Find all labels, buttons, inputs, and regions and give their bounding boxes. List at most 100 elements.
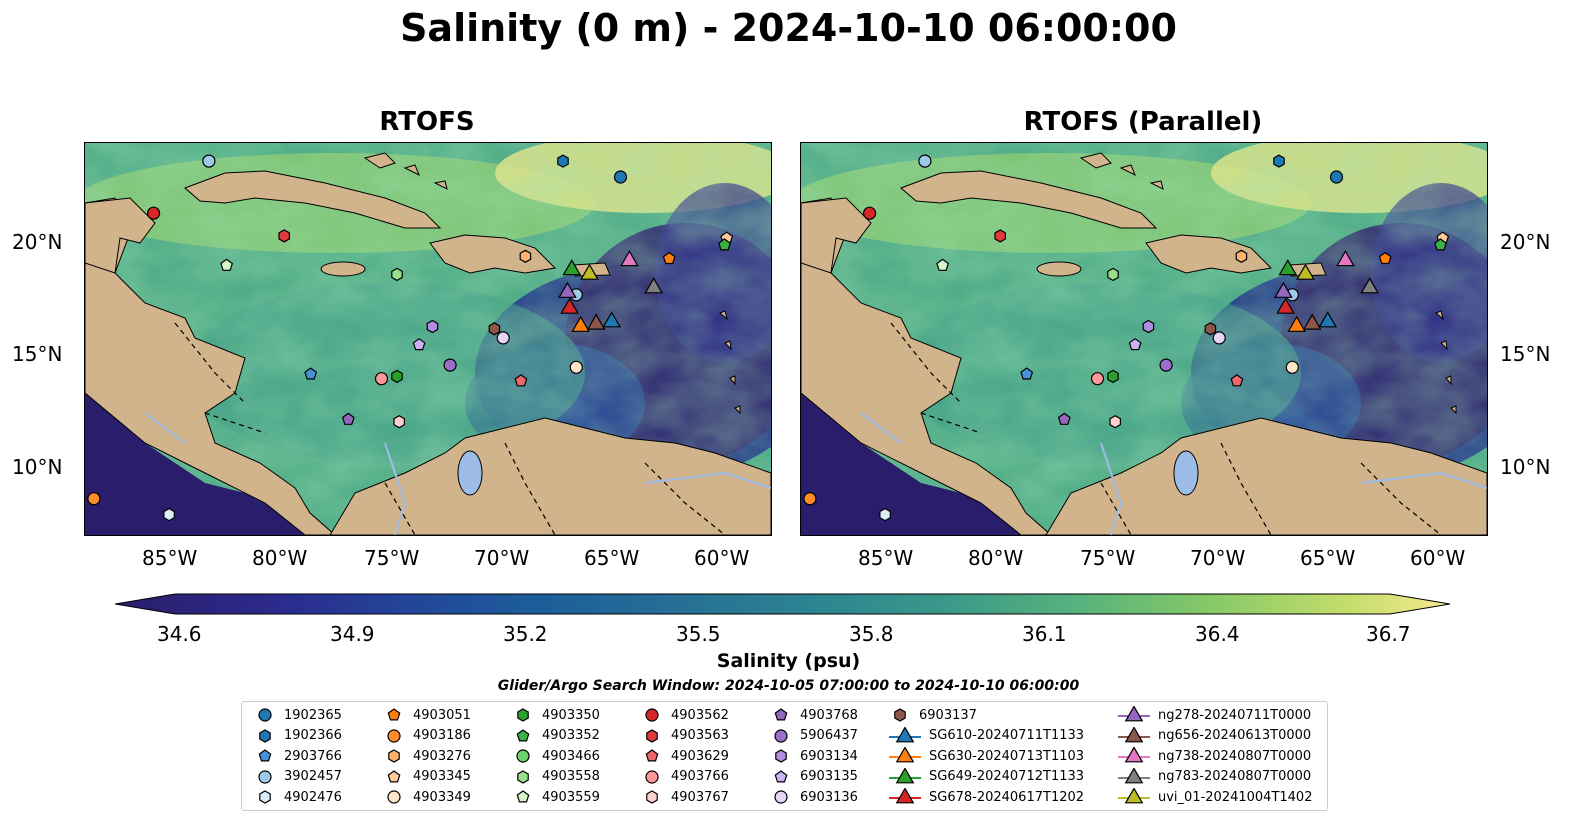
legend-item-label: 3902457 bbox=[284, 769, 342, 784]
pentagon-marker-icon bbox=[774, 708, 788, 721]
legend-item: SG649-20240712T1133 bbox=[887, 767, 1084, 787]
observation-marker bbox=[374, 372, 389, 386]
legend-item: 6903136 bbox=[768, 787, 858, 807]
observation-marker bbox=[426, 319, 439, 334]
legend-item: 4903276 bbox=[381, 746, 471, 766]
triangle-marker-icon bbox=[1118, 706, 1150, 722]
colorbar-tick: 34.9 bbox=[330, 622, 375, 646]
triangle-marker-icon bbox=[889, 747, 921, 763]
legend-item-label: ng738-20240807T0000 bbox=[1158, 748, 1312, 764]
observation-marker bbox=[571, 315, 591, 332]
circle-marker-icon bbox=[645, 708, 659, 722]
legend-item-label: uvi_01-20241004T1402 bbox=[1158, 789, 1313, 805]
hexagon-marker-icon bbox=[517, 708, 529, 722]
observation-marker bbox=[557, 154, 569, 168]
legend-item-label: SG678-20240617T1202 bbox=[929, 789, 1085, 805]
legend-item: 4903767 bbox=[639, 787, 729, 807]
observation-marker bbox=[163, 507, 175, 522]
observation-marker bbox=[1212, 331, 1226, 345]
legend-item-label: 4903559 bbox=[542, 789, 600, 805]
observation-marker bbox=[620, 249, 639, 267]
legend-item: 4903768 bbox=[768, 705, 858, 725]
legend-item: uvi_01-20241004T1402 bbox=[1116, 787, 1312, 807]
observation-marker bbox=[443, 358, 457, 372]
circle-marker-icon bbox=[516, 749, 530, 763]
circle-marker-icon bbox=[258, 769, 272, 784]
lon-label: 70°W bbox=[1190, 546, 1246, 570]
triangle-marker-icon bbox=[1118, 747, 1150, 763]
legend-item-label: SG649-20240712T1133 bbox=[929, 769, 1085, 784]
pentagon-marker-icon bbox=[258, 749, 272, 762]
legend-item: 4903766 bbox=[639, 767, 729, 787]
lon-label: 85°W bbox=[142, 546, 198, 570]
observation-marker bbox=[558, 281, 577, 298]
legend-item: 4903466 bbox=[510, 746, 600, 766]
observation-marker bbox=[644, 277, 664, 294]
lat-label: 15°N bbox=[12, 342, 63, 366]
lon-label: 60°W bbox=[694, 546, 750, 570]
legend-item: 1902366 bbox=[252, 726, 342, 746]
hexagon-marker-icon bbox=[388, 749, 400, 763]
observation-marker bbox=[879, 507, 891, 522]
lon-label: 70°W bbox=[474, 546, 530, 570]
hexagon-marker-icon bbox=[259, 790, 271, 804]
legend-item: 5906437 bbox=[768, 726, 858, 746]
legend-item-label: ng656-20240613T0000 bbox=[1158, 728, 1312, 743]
legend-item: 4903051 bbox=[381, 705, 471, 725]
observation-marker bbox=[391, 369, 403, 384]
hexagon-marker-icon bbox=[894, 708, 906, 722]
search-window-text: Glider/Argo Search Window: 2024-10-05 07… bbox=[497, 678, 1080, 694]
triangle-marker-icon bbox=[1118, 767, 1150, 783]
legend-item: 1902365 bbox=[252, 705, 342, 725]
colorbar-tick: 34.6 bbox=[157, 622, 202, 646]
legend-item: 4903563 bbox=[639, 726, 729, 746]
legend-item-label: ng783-20240807T0000 bbox=[1158, 769, 1312, 784]
legend-item: 4903352 bbox=[510, 726, 600, 746]
legend-item-label: 4903186 bbox=[413, 728, 471, 743]
legend-item-label: 4903558 bbox=[542, 769, 600, 784]
observation-marker bbox=[1285, 360, 1299, 374]
observation-marker bbox=[1329, 170, 1344, 184]
colorbar bbox=[115, 593, 1451, 615]
observation-marker bbox=[580, 263, 599, 280]
lon-label: 80°W bbox=[968, 546, 1024, 570]
legend-item-label: SG630-20240713T1103 bbox=[929, 748, 1085, 764]
colorbar-tick: 36.4 bbox=[1195, 622, 1240, 646]
observation-marker bbox=[1360, 277, 1380, 294]
observation-marker bbox=[1296, 263, 1315, 280]
legend-item-label: 5906437 bbox=[800, 728, 858, 743]
observation-marker bbox=[1142, 319, 1155, 334]
legend-item-label: 4903562 bbox=[671, 707, 729, 723]
observation-marker bbox=[1318, 311, 1338, 328]
lat-label: 10°N bbox=[12, 455, 63, 479]
observation-marker bbox=[304, 367, 318, 380]
legend: 1902365 1902366 2903766 3902457 4902476 49030… bbox=[241, 701, 1328, 811]
legend-item: 4902476 bbox=[252, 787, 342, 807]
legend-item: 6903135 bbox=[768, 767, 858, 787]
legend-item-label: 4903766 bbox=[671, 769, 729, 784]
observation-marker bbox=[391, 267, 403, 282]
triangle-marker-icon bbox=[1118, 726, 1150, 742]
lat-label: 20°N bbox=[12, 230, 63, 254]
legend-item: 6903137 bbox=[887, 705, 977, 725]
pentagon-marker-icon bbox=[387, 708, 401, 721]
observation-marker bbox=[1090, 372, 1105, 386]
legend-item-label: 4903349 bbox=[413, 789, 471, 805]
legend-item: 6903134 bbox=[768, 746, 858, 766]
observation-marker bbox=[862, 206, 877, 220]
legend-item: ng278-20240711T0000 bbox=[1116, 705, 1311, 725]
legend-item-label: SG610-20240711T1133 bbox=[929, 728, 1085, 743]
circle-marker-icon bbox=[258, 708, 272, 722]
observation-marker bbox=[341, 412, 355, 425]
observation-marker bbox=[994, 229, 1006, 243]
observation-marker bbox=[202, 154, 216, 168]
hexagon-marker-icon bbox=[775, 749, 787, 763]
legend-item: ng656-20240613T0000 bbox=[1116, 726, 1311, 746]
circle-marker-icon bbox=[387, 728, 401, 743]
legend-item-label: 4903466 bbox=[542, 748, 600, 764]
map-panel-rtofs bbox=[84, 142, 772, 536]
hexagon-marker-icon bbox=[646, 728, 658, 743]
colorbar-tick: 36.1 bbox=[1022, 622, 1067, 646]
observation-marker bbox=[1273, 154, 1285, 168]
legend-item: 4903345 bbox=[381, 767, 471, 787]
